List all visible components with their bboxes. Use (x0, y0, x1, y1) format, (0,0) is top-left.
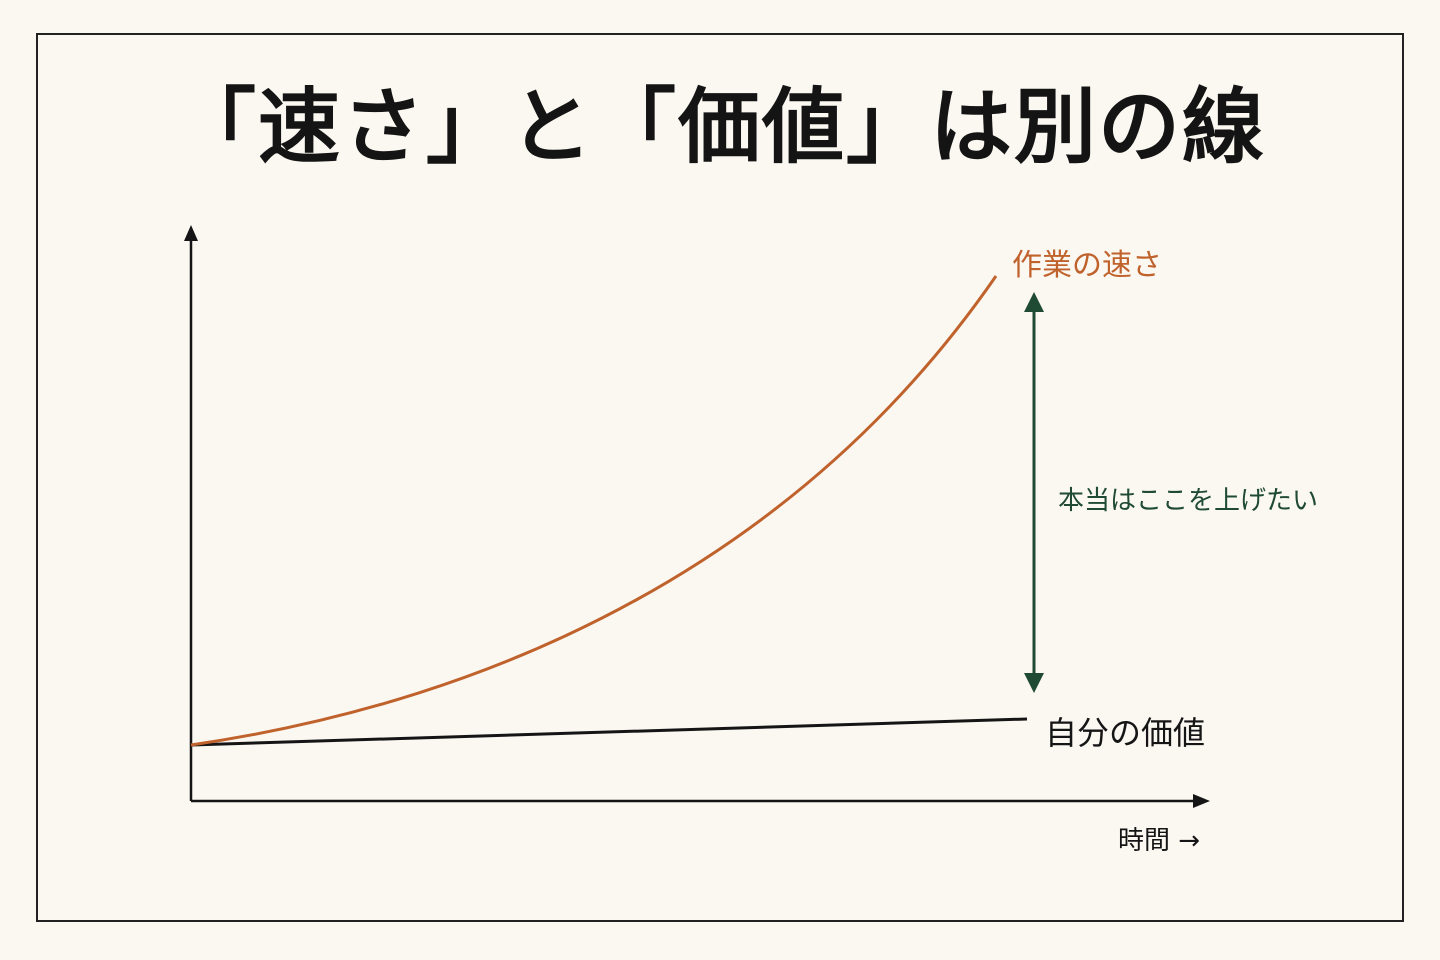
value-line (190, 717, 1028, 747)
x-axis-arrowhead (1193, 794, 1210, 808)
page-title: 「速さ」と「価値」は別の線 (173, 79, 1266, 175)
outer-frame (36, 33, 1404, 922)
gap-arrow-head-top (1024, 292, 1044, 312)
x-axis-label: 時間 → (1118, 826, 1201, 856)
speed-curve (190, 275, 998, 747)
gap-annotation-label: 本当はここを上げたい (1058, 486, 1319, 516)
gap-arrow-head-bottom (1024, 673, 1044, 693)
speed-series-label: 作業の速さ (1012, 248, 1162, 283)
y-axis-arrowhead (184, 225, 198, 241)
value-series-label: 自分の価値 (1045, 714, 1206, 752)
